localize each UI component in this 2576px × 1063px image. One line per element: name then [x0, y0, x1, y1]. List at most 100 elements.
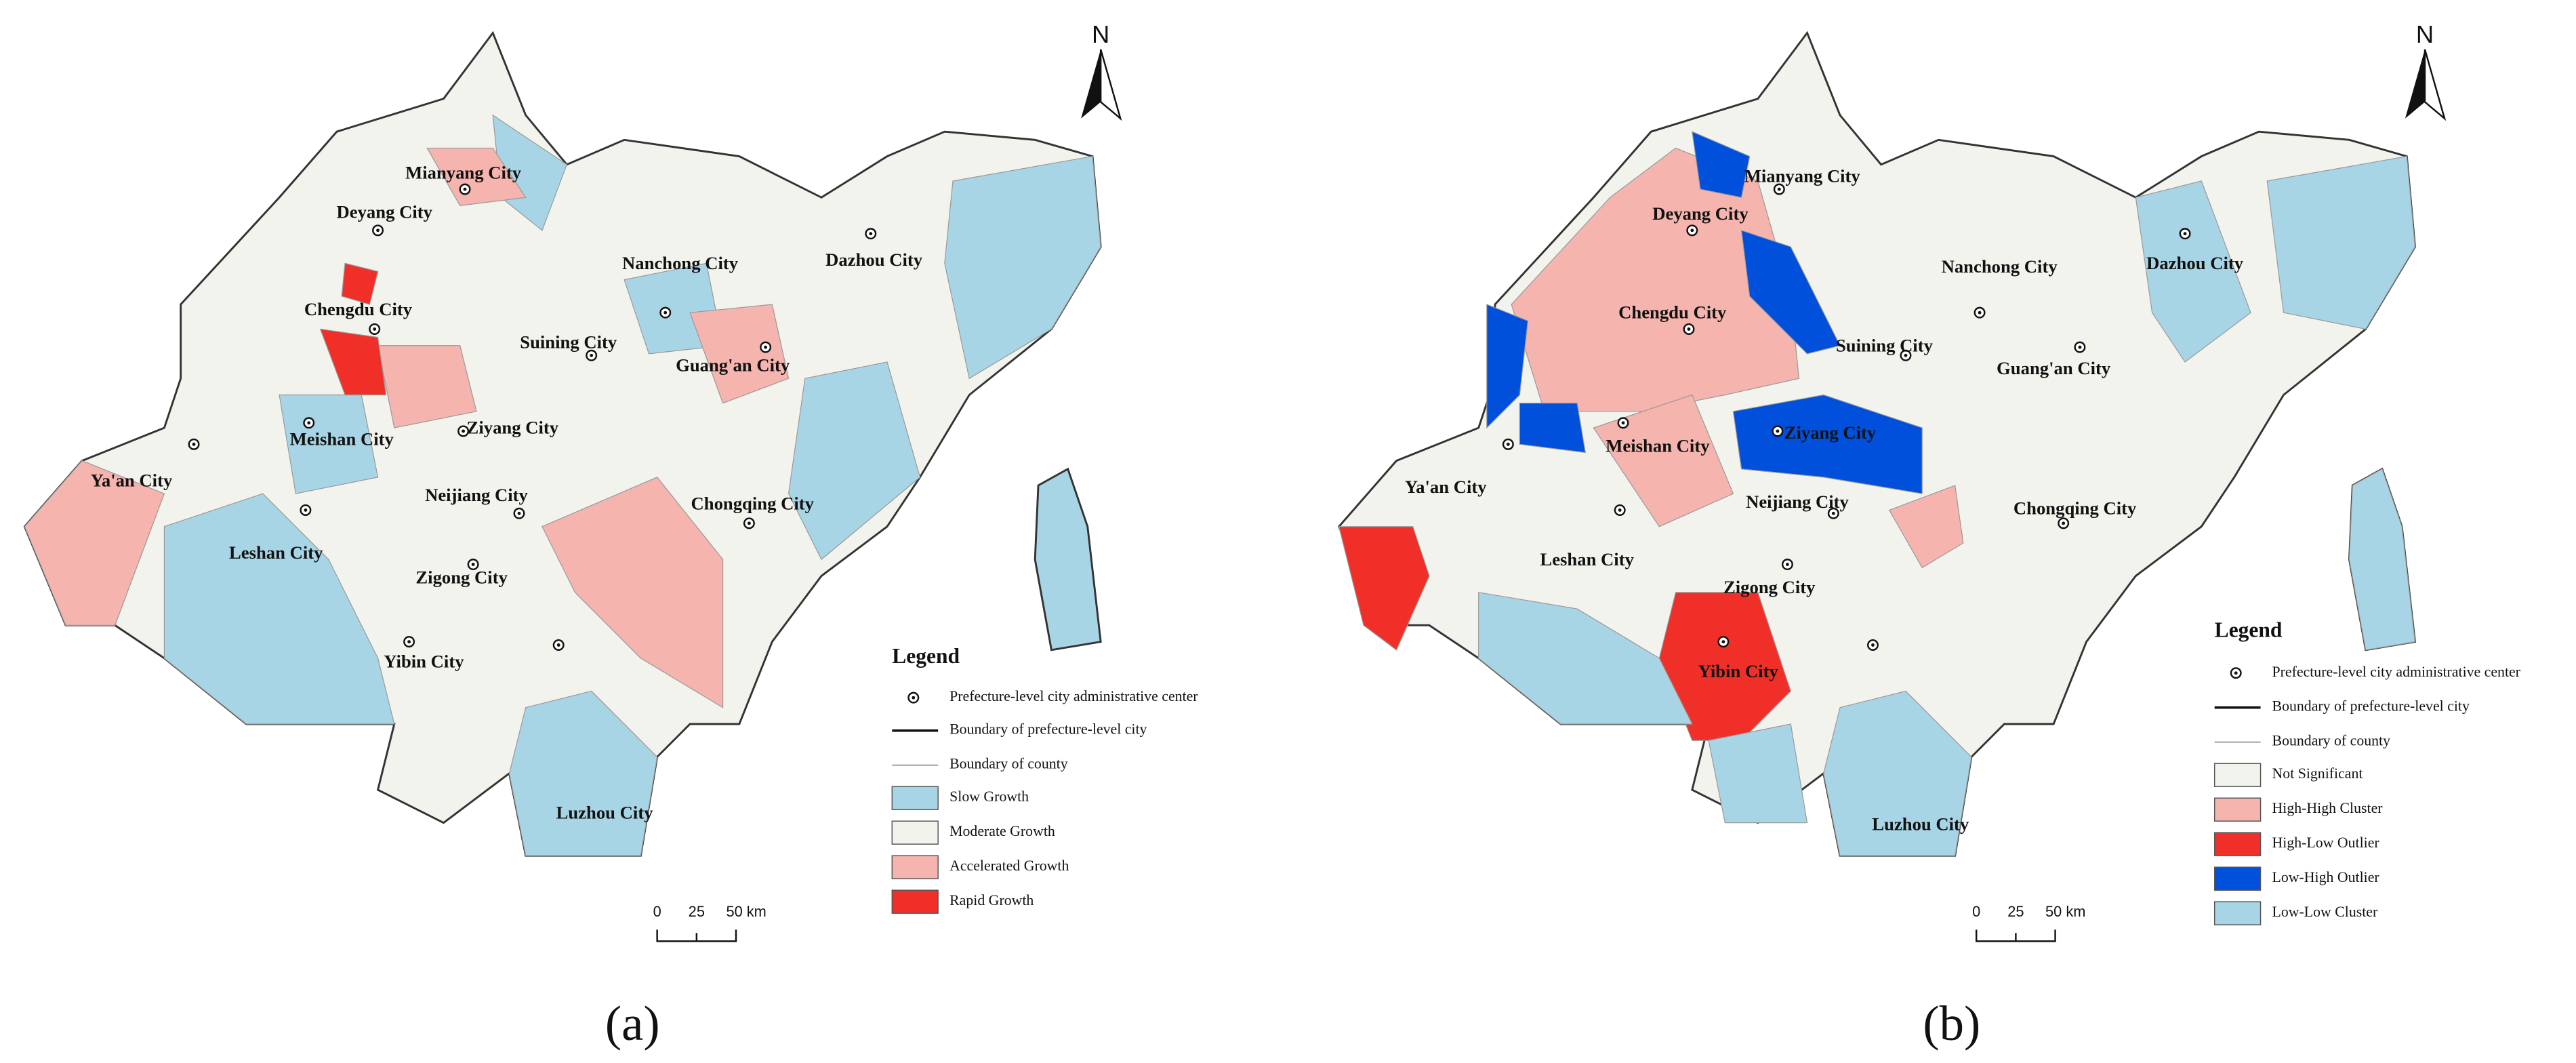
county-area: [1486, 304, 1529, 429]
legend-label: Low-High Outlier: [2272, 869, 2380, 885]
city-label: Zigong City: [1723, 577, 1816, 597]
city-center-dot: [373, 327, 377, 331]
scale-label: 25: [2007, 903, 2024, 920]
city-center-dot: [376, 228, 380, 233]
legend-swatch: [891, 889, 939, 914]
legend-label: Rapid Growth: [949, 892, 1034, 908]
panel-label: (b): [1923, 996, 1980, 1051]
city-label: Neijiang City: [425, 485, 528, 505]
county-area: [541, 477, 724, 708]
city-center-dot: [307, 421, 311, 425]
legend-symbol: [2234, 671, 2238, 675]
legend-label: Low-Low Cluster: [2272, 904, 2378, 920]
county-area: [2135, 180, 2251, 363]
city-label: Ziyang City: [1784, 422, 1877, 443]
city-center-dot: [1978, 310, 1982, 315]
legend-label: Boundary of prefecture-level city: [949, 721, 1147, 738]
city-center-dot: [471, 563, 475, 566]
legend-label: Prefecture-level city administrative cen…: [2272, 664, 2521, 680]
city-center-dot: [1721, 640, 1725, 644]
county-area: [1338, 526, 1430, 651]
north-arrow: [2405, 49, 2425, 119]
county-area: [279, 394, 379, 494]
city-label: Deyang City: [1652, 203, 1749, 224]
legend-label: Accelerated Growth: [949, 858, 1069, 874]
county-area: [944, 155, 1101, 380]
city-center-dot: [1506, 442, 1510, 446]
legend-label: Boundary of county: [2272, 733, 2391, 749]
city-center-dot: [1904, 353, 1908, 357]
city-center-dot: [1831, 511, 1835, 515]
scale-bar: [656, 929, 737, 942]
north-label: N: [2416, 20, 2434, 48]
city-label: Dazhou City: [2146, 253, 2244, 273]
legend-swatch: [2213, 901, 2262, 925]
county-area: [2266, 155, 2416, 330]
city-center-dot: [2062, 521, 2066, 525]
map-panel: Mianyang City Deyang City Chengdu City Nanc…: [1337, 20, 2521, 1051]
legend-label: Boundary of county: [949, 756, 1068, 772]
county-area: [1823, 690, 1972, 856]
city-label: Deyang City: [337, 202, 433, 222]
legend-swatch: [2213, 763, 2262, 787]
city-center-dot: [304, 508, 308, 512]
city-label: Mianyang City: [405, 162, 522, 182]
county-area: [163, 493, 395, 725]
county-area: [1740, 229, 1841, 355]
city-center-dot: [663, 310, 668, 315]
city-label: Chongqing City: [2013, 498, 2137, 519]
city-label: Ziyang City: [467, 418, 559, 438]
north-label: N: [1092, 20, 1109, 48]
legend-label: High-High Cluster: [2272, 800, 2384, 816]
legend-swatch: [2213, 832, 2262, 856]
city-center-dot: [1618, 508, 1622, 512]
scale-label: 0: [1972, 903, 1980, 920]
city-label: Chongqing City: [691, 493, 815, 513]
scale-label: 0: [653, 903, 661, 920]
city-center-dot: [1776, 429, 1780, 433]
legend-swatch: [2213, 797, 2262, 822]
legend-title: Legend: [892, 644, 960, 668]
county-area: [377, 345, 477, 428]
legend-title: Legend: [2215, 618, 2283, 641]
city-label: Ya'an City: [1405, 477, 1487, 497]
scale-label: 50 km: [726, 903, 766, 920]
city-center-dot: [1621, 421, 1625, 425]
city-label: Luzhou City: [556, 803, 654, 823]
city-label: Suining City: [1836, 335, 1934, 355]
legend-label: Boundary of prefecture-level city: [2272, 698, 2470, 715]
city-label: Leshan City: [229, 542, 323, 563]
city-center-dot: [747, 521, 751, 525]
city-label: Mianyang City: [1744, 165, 1861, 186]
scale-label: 25: [689, 903, 705, 920]
city-center-dot: [407, 640, 411, 644]
legend-label: Not Significant: [2272, 765, 2363, 782]
city-center-dot: [192, 442, 196, 446]
city-center-dot: [1871, 643, 1875, 647]
city-label: Chengdu City: [304, 299, 413, 319]
map-panel: Mianyang City Deyang City Chengdu City Nanc…: [23, 20, 1198, 1051]
county-area: [24, 460, 165, 626]
legend-swatch: [891, 786, 939, 810]
legend-swatch: [2213, 866, 2262, 891]
city-label: Meishan City: [290, 429, 394, 449]
city-label: Yibin City: [384, 651, 464, 671]
north-arrow: [2424, 49, 2447, 121]
legend-swatch: [891, 855, 939, 879]
city-center-dot: [1687, 327, 1691, 331]
county-area: [426, 147, 527, 207]
city-center-dot: [1786, 563, 1789, 566]
north-arrow: [1099, 49, 1122, 121]
city-center-dot: [2183, 232, 2187, 236]
county-area: [1708, 723, 1808, 824]
city-label: Guang'an City: [676, 355, 790, 375]
county-area: [1692, 131, 1751, 198]
county-area: [1888, 485, 1964, 569]
region-outline: [1034, 467, 1102, 651]
legend-label: Moderate Growth: [949, 823, 1055, 839]
city-center-dot: [2078, 345, 2082, 349]
panel-label: (a): [605, 996, 660, 1051]
scale-bar: [1975, 929, 2056, 942]
city-label: Chengdu City: [1618, 302, 1727, 323]
city-label: Nanchong City: [1942, 256, 2058, 277]
